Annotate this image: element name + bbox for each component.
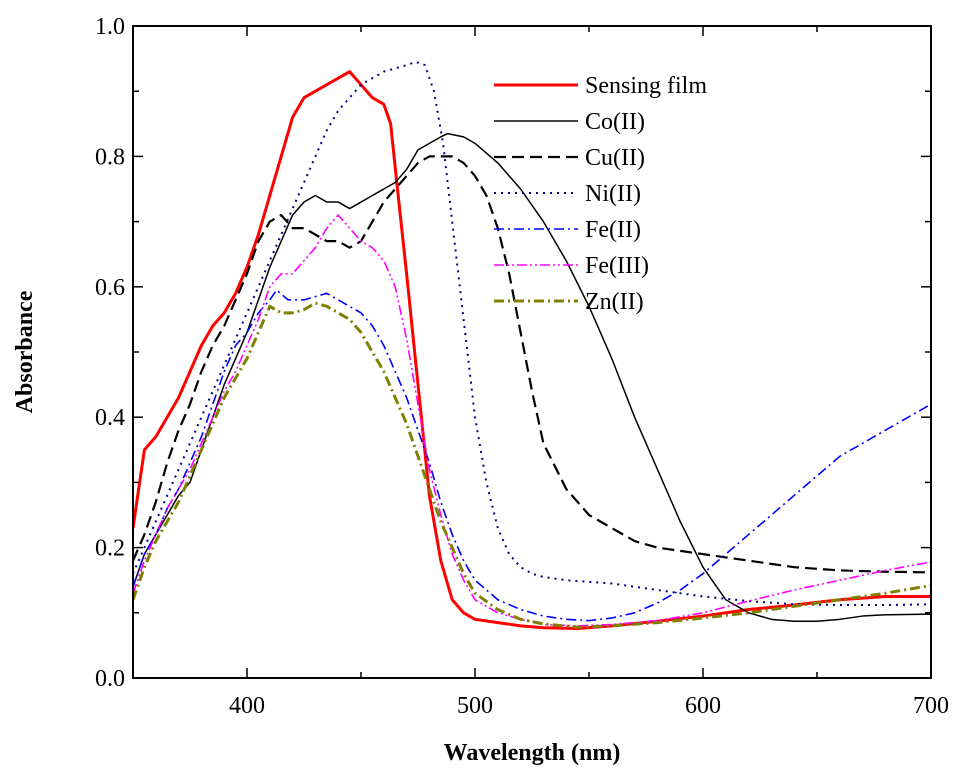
series-line-0 bbox=[133, 70, 931, 630]
y-tick-label: 0.2 bbox=[95, 536, 125, 562]
y-tick-label: 1.0 bbox=[95, 14, 125, 40]
legend-label-3: Ni(II) bbox=[585, 181, 641, 207]
legend-label-2: Cu(II) bbox=[585, 145, 645, 171]
x-tick-label: 700 bbox=[913, 693, 949, 719]
series-line-6 bbox=[133, 301, 931, 629]
x-axis-ticks: 400 500 600 700 bbox=[132, 26, 949, 719]
legend-label-5: Fe(III) bbox=[585, 253, 649, 279]
series-lines bbox=[133, 60, 931, 630]
x-axis-title: Wavelength (nm) bbox=[444, 740, 621, 766]
plot-frame bbox=[132, 25, 932, 679]
y-tick-label: 0.6 bbox=[95, 275, 125, 301]
x-tick-label: 400 bbox=[229, 693, 265, 719]
y-axis-title: Absorbance bbox=[12, 290, 38, 413]
x-tick-label: 500 bbox=[457, 693, 493, 719]
series-line-3 bbox=[133, 60, 931, 606]
axes-frame bbox=[132, 25, 932, 679]
legend: Sensing film Co(II) Cu(II) Ni(II) Fe(II) Fe(I… bbox=[494, 73, 707, 315]
series-line-5 bbox=[133, 214, 931, 627]
y-axis-ticks: 0.0 0.2 0.4 0.6 0.8 1.0 bbox=[95, 14, 931, 692]
series-line-2 bbox=[133, 155, 931, 574]
series-line-4 bbox=[133, 289, 931, 622]
y-tick-label: 0.4 bbox=[95, 405, 125, 431]
series-line-1 bbox=[133, 132, 931, 623]
legend-label-6: Zn(II) bbox=[585, 289, 644, 315]
legend-label-1: Co(II) bbox=[585, 109, 645, 135]
x-tick-label: 600 bbox=[685, 693, 721, 719]
y-tick-label: 0.0 bbox=[95, 666, 125, 692]
legend-label-4: Fe(II) bbox=[585, 217, 641, 243]
y-tick-label: 0.8 bbox=[95, 144, 125, 170]
legend-label-0: Sensing film bbox=[585, 73, 707, 99]
